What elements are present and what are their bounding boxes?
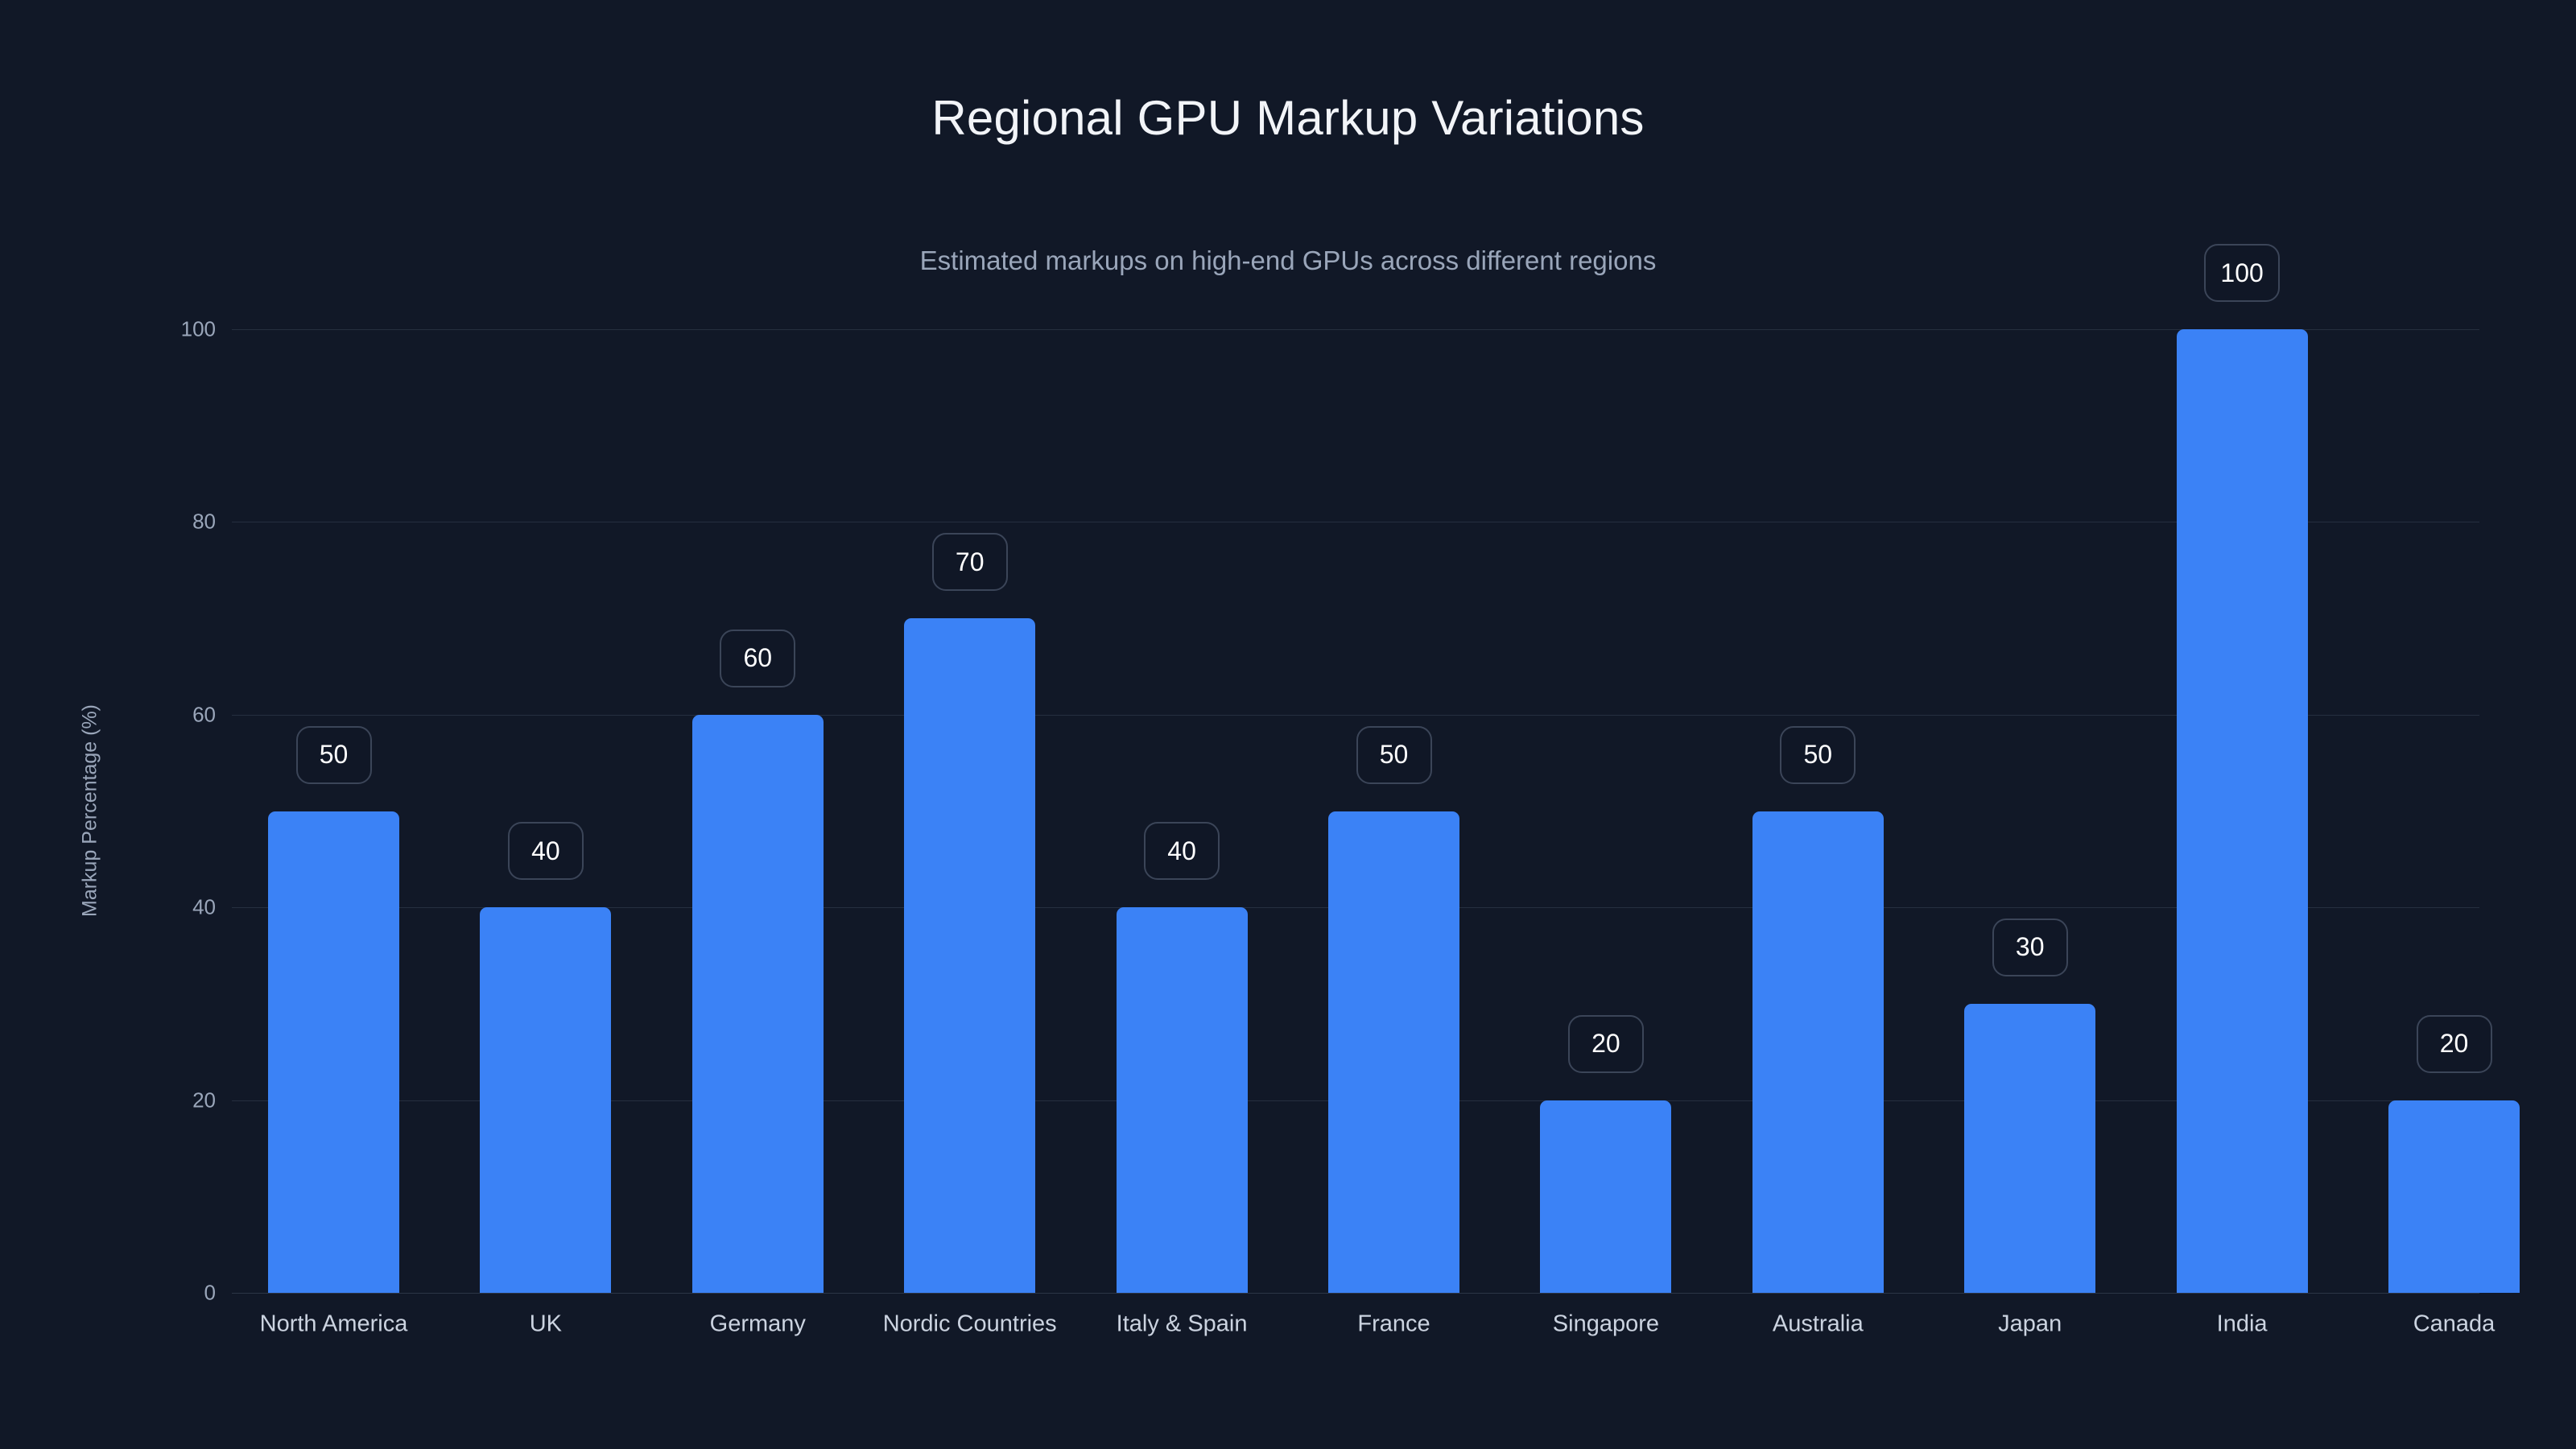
plot-area <box>232 329 2520 1294</box>
bar-value-badge: 50 <box>1780 725 1856 784</box>
bar[interactable] <box>268 811 399 1293</box>
bar[interactable] <box>2176 329 2308 1293</box>
gridline-100 <box>232 329 2479 330</box>
x-axis-tick-label: Japan <box>1998 1311 2062 1337</box>
chart-subtitle: Estimated markups on high-end GPUs acros… <box>919 246 1657 275</box>
bar-value-badge: 30 <box>1992 918 2068 976</box>
bar-value-badge: 50 <box>1356 725 1432 784</box>
bar[interactable] <box>1116 907 1248 1293</box>
x-axis-tick-label: France <box>1357 1311 1430 1337</box>
bar-value-badge: 70 <box>931 533 1008 592</box>
bar-value-badge: 100 <box>2204 244 2281 302</box>
bar[interactable] <box>1328 811 1459 1293</box>
x-axis-tick-label: Australia <box>1772 1311 1864 1337</box>
bar-value-badge: 40 <box>507 822 584 881</box>
bar[interactable] <box>904 618 1036 1293</box>
x-axis-tick-label: Canada <box>2413 1311 2496 1337</box>
bar[interactable] <box>691 714 824 1293</box>
x-axis-tick-label: India <box>2216 1311 2268 1337</box>
x-axis-tick-label: Singapore <box>1552 1311 1659 1337</box>
bar-value-badge: 20 <box>1567 1014 1644 1073</box>
bar-value-badge: 20 <box>2416 1014 2492 1073</box>
bar[interactable] <box>1964 1003 2096 1293</box>
x-axis-tick-label: Nordic Countries <box>882 1311 1057 1337</box>
x-axis-tick-label: North America <box>259 1311 408 1337</box>
bar[interactable] <box>2388 1100 2520 1293</box>
gridline-0 <box>232 1293 2479 1294</box>
page-title: Regional GPU Markup Variations <box>931 91 1645 145</box>
x-axis-tick-label: UK <box>529 1311 563 1337</box>
gridline-60 <box>232 714 2479 716</box>
bar-value-badge: 40 <box>1144 822 1220 881</box>
bar-value-badge: 50 <box>295 725 372 784</box>
x-axis-tick-label: Italy & Spain <box>1116 1311 1248 1337</box>
bar[interactable] <box>480 907 612 1293</box>
x-axis-tick-label: Germany <box>709 1311 806 1337</box>
bar[interactable] <box>1752 811 1884 1293</box>
bar[interactable] <box>1540 1100 1672 1293</box>
bar-value-badge: 60 <box>720 629 796 687</box>
